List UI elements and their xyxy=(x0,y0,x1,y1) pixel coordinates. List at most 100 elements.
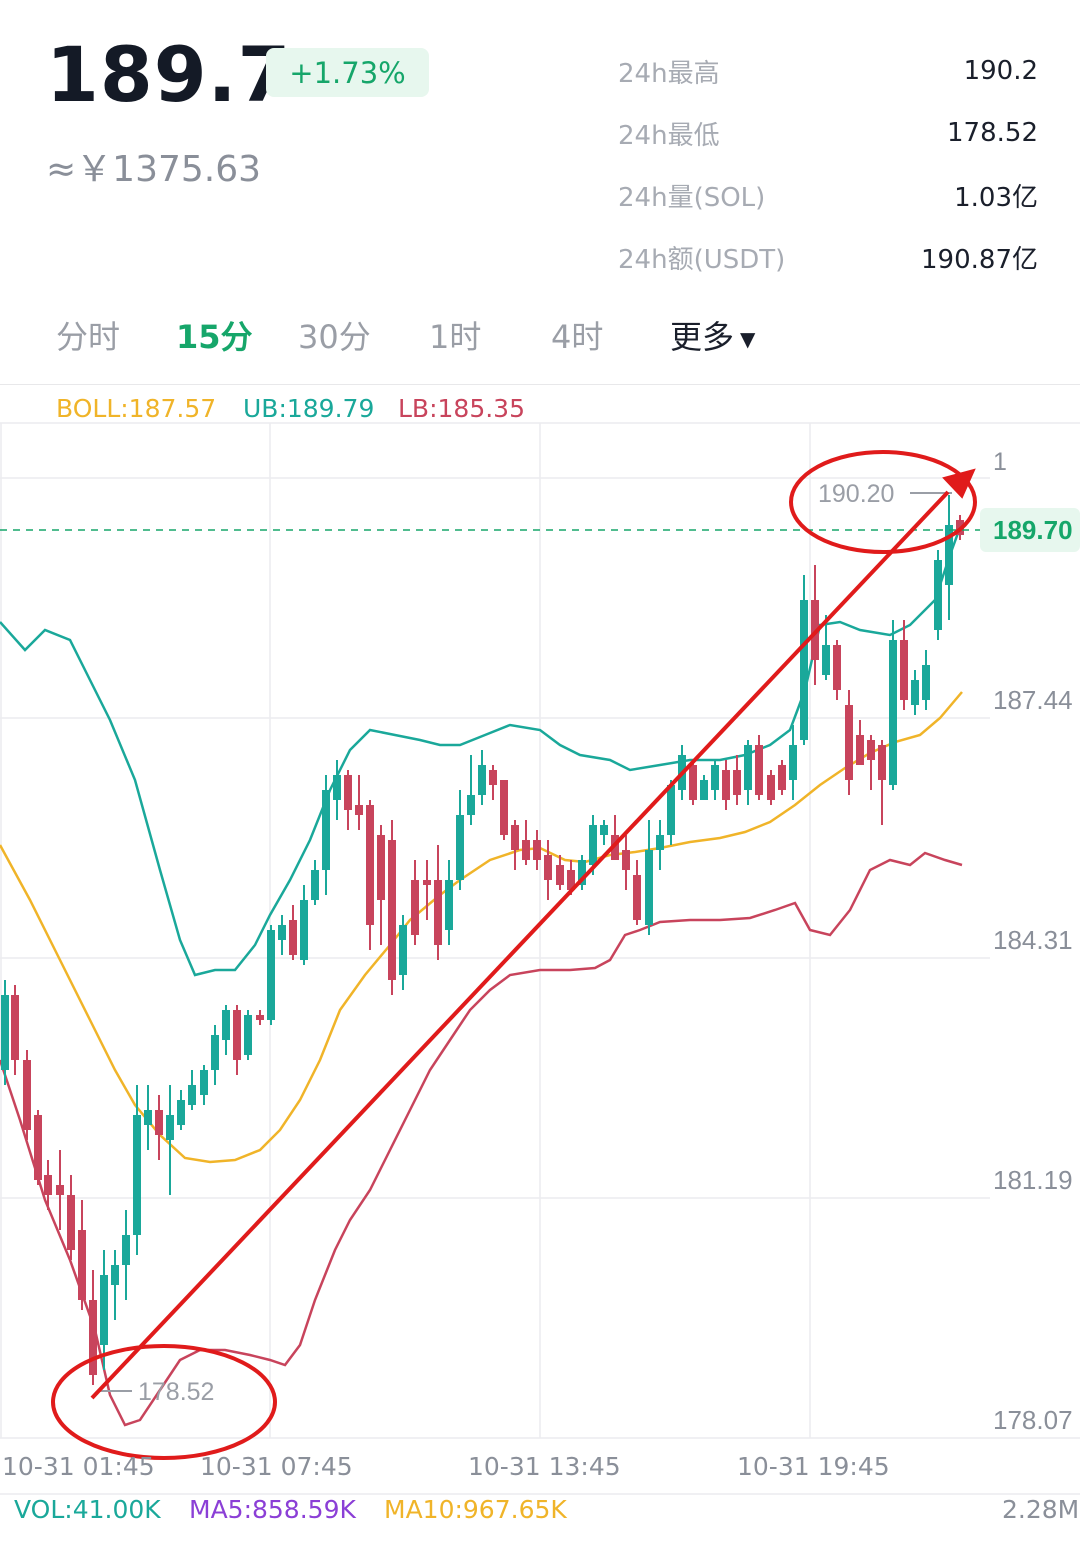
candle-body xyxy=(522,840,530,860)
candle-body xyxy=(456,815,464,880)
candle-body xyxy=(711,765,719,790)
candle-body xyxy=(889,640,897,785)
tab-4h[interactable]: 4时 xyxy=(551,318,604,356)
candle-body xyxy=(78,1230,86,1300)
current-price-tag xyxy=(980,508,1080,552)
candle-body xyxy=(445,880,453,930)
caret-down-icon: ▼ xyxy=(740,327,756,351)
y-axis-label-top: 1 xyxy=(993,448,1007,476)
chart-grid xyxy=(0,422,1080,1495)
candle-body xyxy=(34,1115,42,1180)
candle-body xyxy=(878,745,886,780)
candle-body xyxy=(911,680,919,705)
arrow-head-icon xyxy=(942,468,976,499)
tab-more[interactable]: 更多 ▼ xyxy=(670,312,755,358)
tab-15m[interactable]: 15分 xyxy=(176,318,253,356)
y-axis-label: 181.19 xyxy=(993,1165,1073,1195)
stat-label: 24h额(USDT) xyxy=(618,244,786,275)
candle-body xyxy=(388,840,396,980)
candle-body xyxy=(722,770,730,800)
candle-body xyxy=(244,1015,252,1055)
candle-body xyxy=(411,880,419,935)
volume-value: VOL:41.00K xyxy=(14,1495,161,1524)
stat-value: 1.03亿 xyxy=(954,182,1038,213)
candle-body xyxy=(188,1085,196,1105)
candle-body xyxy=(89,1300,97,1375)
candle-body xyxy=(311,870,319,900)
stat-label: 24h最高 xyxy=(618,58,720,89)
candle-body xyxy=(434,880,442,945)
candle-body xyxy=(166,1115,174,1140)
price-change-badge: +1.73% xyxy=(266,48,429,97)
current-price-label: 189.70 xyxy=(993,515,1073,545)
stat-value: 190.2 xyxy=(963,56,1038,86)
candle-body xyxy=(122,1235,130,1265)
candle-body xyxy=(489,770,497,785)
x-axis-label: 10-31 19:45 xyxy=(737,1452,890,1481)
candle-body xyxy=(511,825,519,850)
candle-body xyxy=(833,645,841,690)
candle-body xyxy=(366,805,374,925)
candle-body xyxy=(467,795,475,815)
candle-body xyxy=(645,850,653,925)
high-price-marker: 190.20 xyxy=(818,480,894,508)
stat-24h-low: 24h最低 178.52 xyxy=(618,102,1038,164)
tab-more-label: 更多 xyxy=(670,318,735,356)
candle-body xyxy=(256,1015,264,1020)
candle-body xyxy=(23,1060,31,1130)
candle-body xyxy=(744,745,752,790)
tab-30m[interactable]: 30分 xyxy=(298,318,371,356)
candle-body xyxy=(111,1265,119,1285)
candle-body xyxy=(177,1100,185,1125)
candle-body xyxy=(423,880,431,885)
candle-body xyxy=(544,855,552,880)
candle-body xyxy=(500,780,508,835)
candle-body xyxy=(611,835,619,860)
boll-lower-value: LB:185.35 xyxy=(398,394,525,423)
candle-body xyxy=(556,865,564,885)
y-axis-label: 178.07 xyxy=(993,1405,1073,1435)
candle-body xyxy=(667,785,675,835)
candle-body xyxy=(133,1115,141,1235)
candle-body xyxy=(44,1175,52,1195)
candle-body xyxy=(822,645,830,675)
last-price: 189.7 xyxy=(46,30,292,119)
boll-upper-band xyxy=(0,521,964,977)
candle-body xyxy=(222,1010,230,1040)
volume-max: 2.28M xyxy=(1002,1495,1080,1524)
candle-body xyxy=(733,770,741,795)
candle-body xyxy=(344,775,352,810)
candle-body xyxy=(278,925,286,940)
stat-24h-volume: 24h量(SOL) 1.03亿 xyxy=(618,164,1038,226)
x-axis-label: 10-31 07:45 xyxy=(200,1452,353,1481)
candle-body xyxy=(622,850,630,870)
candle-body xyxy=(1,995,9,1070)
candle-body xyxy=(155,1110,163,1135)
stat-label: 24h最低 xyxy=(618,120,720,151)
candle-body xyxy=(900,640,908,700)
candle-body xyxy=(478,765,486,795)
boll-lower-band xyxy=(0,851,963,1427)
x-axis-label: 10-31 13:45 xyxy=(468,1452,621,1481)
candle-body xyxy=(934,560,942,630)
candle-body xyxy=(856,735,864,765)
tabs-divider xyxy=(0,384,1080,385)
candle-body xyxy=(800,600,808,740)
boll-value: BOLL:187.57 xyxy=(56,394,217,423)
candle-body xyxy=(633,875,641,920)
candle-body xyxy=(778,765,786,790)
candle-body xyxy=(700,780,708,800)
boll-middle-band xyxy=(0,691,963,1164)
candle-body xyxy=(845,705,853,780)
candle-body xyxy=(399,925,407,975)
candle-body xyxy=(945,525,953,585)
tab-1h[interactable]: 1时 xyxy=(429,318,482,356)
candle-body xyxy=(789,745,797,780)
candle-body xyxy=(755,745,763,795)
candle-body xyxy=(200,1070,208,1095)
candle-body xyxy=(867,740,875,760)
candle-body xyxy=(56,1185,64,1195)
tab-timeline[interactable]: 分时 xyxy=(56,318,121,356)
candle-body xyxy=(233,1010,241,1060)
